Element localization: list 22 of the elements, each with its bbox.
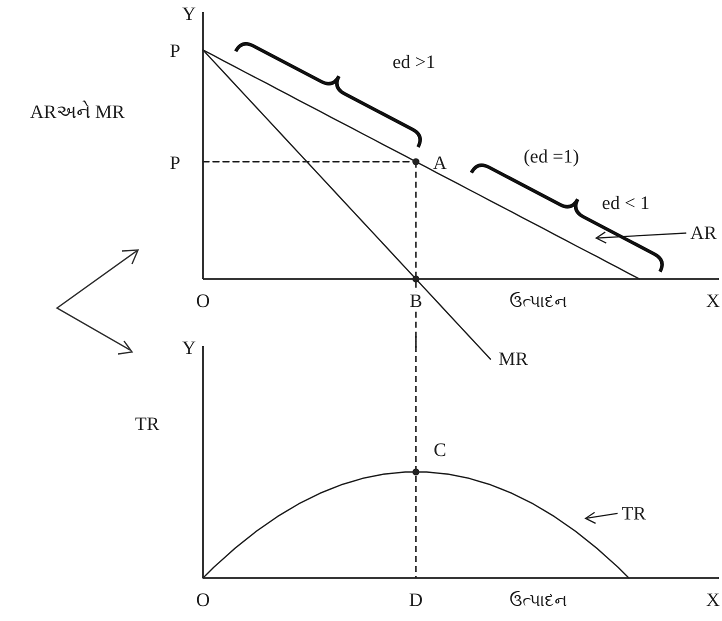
y-axis-title: ARઅને MR: [30, 101, 126, 123]
annotation: (ed =1): [524, 146, 580, 168]
annotation: A: [433, 152, 448, 174]
annotation: P: [170, 152, 180, 174]
x-tick-label: O: [196, 590, 210, 611]
text: X: [706, 590, 720, 611]
annotation: X: [706, 291, 720, 312]
annotation: ed < 1: [602, 193, 650, 214]
legend-label: TR: [622, 503, 646, 524]
annotation: ed >1: [392, 52, 436, 74]
y-axis-title: TR: [135, 414, 160, 435]
x-tick-label: D: [409, 590, 423, 611]
text: Y: [182, 338, 196, 359]
legend-label: AR: [690, 223, 717, 244]
x-axis-title: ઉત્પાદન: [509, 292, 568, 311]
annotation: C: [434, 440, 446, 461]
x-axis-title: ઉત્પાદન: [509, 591, 568, 610]
annotation: P: [170, 41, 180, 62]
x-tick-label: O: [196, 291, 210, 312]
text: Y: [182, 4, 196, 25]
series-label: MR: [498, 349, 528, 370]
x-tick-label: B: [410, 291, 422, 312]
